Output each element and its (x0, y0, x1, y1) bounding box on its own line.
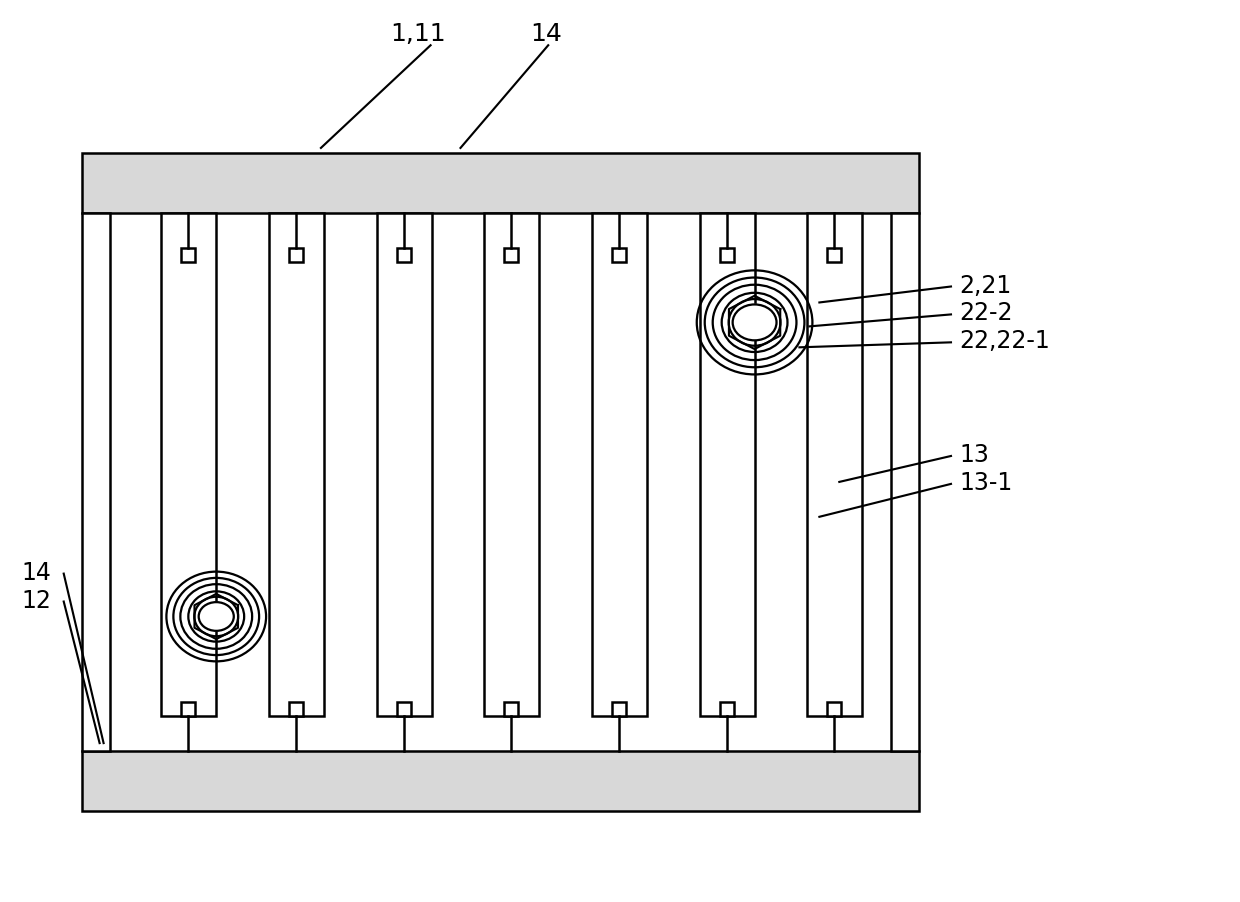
Bar (591, 214, 647, 716)
Text: 12: 12 (22, 588, 52, 612)
Bar (485, 214, 539, 716)
Bar (719, 703, 734, 716)
Bar (827, 248, 841, 262)
Bar (289, 703, 303, 716)
Bar (82, 214, 109, 751)
Bar (82, 751, 919, 811)
Bar (613, 248, 626, 262)
Bar (505, 248, 518, 262)
Bar (397, 248, 410, 262)
Bar (161, 214, 216, 716)
Ellipse shape (733, 305, 776, 341)
Bar (289, 248, 303, 262)
Bar (377, 214, 432, 716)
Bar (807, 214, 862, 716)
Bar (269, 214, 324, 716)
Bar (827, 703, 841, 716)
Text: 1,11: 1,11 (391, 23, 446, 46)
Bar (699, 214, 755, 716)
Text: 13: 13 (959, 443, 988, 466)
Text: 22-2: 22-2 (959, 301, 1012, 325)
Text: 14: 14 (22, 560, 52, 584)
Bar (82, 153, 919, 214)
Bar (181, 703, 196, 716)
Ellipse shape (198, 603, 234, 631)
Bar (397, 703, 410, 716)
Bar (613, 703, 626, 716)
Bar (719, 248, 734, 262)
Bar (892, 214, 919, 751)
Text: 2,21: 2,21 (959, 273, 1011, 297)
Bar (181, 248, 196, 262)
Text: 22,22-1: 22,22-1 (959, 329, 1050, 353)
Text: 14: 14 (531, 23, 562, 46)
Bar (505, 703, 518, 716)
Text: 13-1: 13-1 (959, 470, 1012, 494)
